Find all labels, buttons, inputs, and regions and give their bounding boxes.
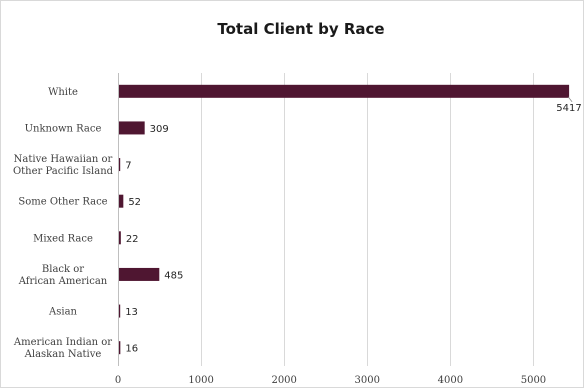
x-tick-label: 5000	[521, 375, 546, 386]
data-label: 16	[125, 344, 138, 355]
bar	[119, 194, 124, 208]
x-tick-labels: 0 1000 2000 3000 4000 5000	[115, 375, 546, 386]
x-tick-label: 4000	[438, 375, 463, 386]
bar	[119, 158, 121, 172]
bar	[119, 341, 121, 355]
data-label: 22	[126, 234, 139, 245]
data-label: 485	[164, 270, 183, 281]
bar	[119, 304, 121, 318]
category-label: Unknown Race	[25, 123, 102, 134]
category-label: Mixed Race	[33, 233, 93, 244]
bar	[119, 231, 121, 245]
category-label: White	[48, 87, 78, 98]
chart-title: Total Client by Race	[217, 20, 384, 38]
bar	[119, 84, 570, 98]
bars	[119, 84, 570, 355]
data-label: 13	[125, 307, 138, 318]
x-tick-label: 3000	[355, 375, 380, 386]
bar	[119, 121, 145, 135]
data-label-leader	[567, 96, 573, 103]
data-label: 5417	[556, 103, 581, 114]
category-label: Other Pacific Island	[13, 166, 114, 177]
data-label: 52	[128, 197, 141, 208]
category-labels: White Unknown Race Native Hawaiian orOther…	[13, 87, 114, 360]
category-label: Some Other Race	[18, 197, 107, 208]
category-label: Black or	[42, 264, 84, 275]
category-label: African American	[18, 276, 108, 287]
gridlines	[118, 73, 534, 366]
data-labels: 5417 309 7 52 22 485 13 16	[125, 96, 582, 355]
x-tick-label: 1000	[188, 375, 213, 386]
data-label: 7	[125, 161, 131, 172]
category-label: Native Hawaiian or	[14, 154, 113, 165]
x-tick-label: 2000	[271, 375, 296, 386]
x-tick-label: 0	[115, 375, 121, 386]
category-label: Asian	[48, 307, 78, 318]
data-label: 309	[150, 124, 169, 135]
bar	[119, 267, 160, 281]
category-label: Alaskan Native	[24, 349, 102, 360]
category-label: American Indian or	[13, 337, 112, 348]
